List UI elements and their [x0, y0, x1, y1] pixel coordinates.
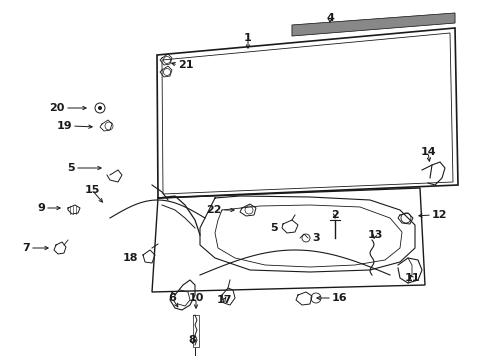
Text: 18: 18 — [122, 253, 138, 263]
Text: 14: 14 — [419, 147, 435, 157]
Text: 6: 6 — [168, 293, 176, 303]
Text: 22: 22 — [206, 205, 222, 215]
Text: 5: 5 — [270, 223, 278, 233]
Text: 15: 15 — [84, 185, 100, 195]
Text: 3: 3 — [311, 233, 319, 243]
Text: 21: 21 — [178, 60, 193, 70]
Text: 5: 5 — [67, 163, 75, 173]
Text: 16: 16 — [331, 293, 347, 303]
Text: 10: 10 — [188, 293, 203, 303]
Circle shape — [98, 106, 102, 110]
Text: 11: 11 — [404, 273, 419, 283]
Text: 17: 17 — [216, 295, 231, 305]
Text: 20: 20 — [49, 103, 65, 113]
Polygon shape — [291, 13, 454, 36]
Text: 8: 8 — [188, 335, 196, 345]
Text: 7: 7 — [22, 243, 30, 253]
Text: 9: 9 — [37, 203, 45, 213]
Text: 4: 4 — [325, 13, 333, 23]
Text: 13: 13 — [366, 230, 382, 240]
Text: 1: 1 — [244, 33, 251, 43]
Text: 2: 2 — [330, 210, 338, 220]
Text: 12: 12 — [431, 210, 447, 220]
Text: 19: 19 — [56, 121, 72, 131]
